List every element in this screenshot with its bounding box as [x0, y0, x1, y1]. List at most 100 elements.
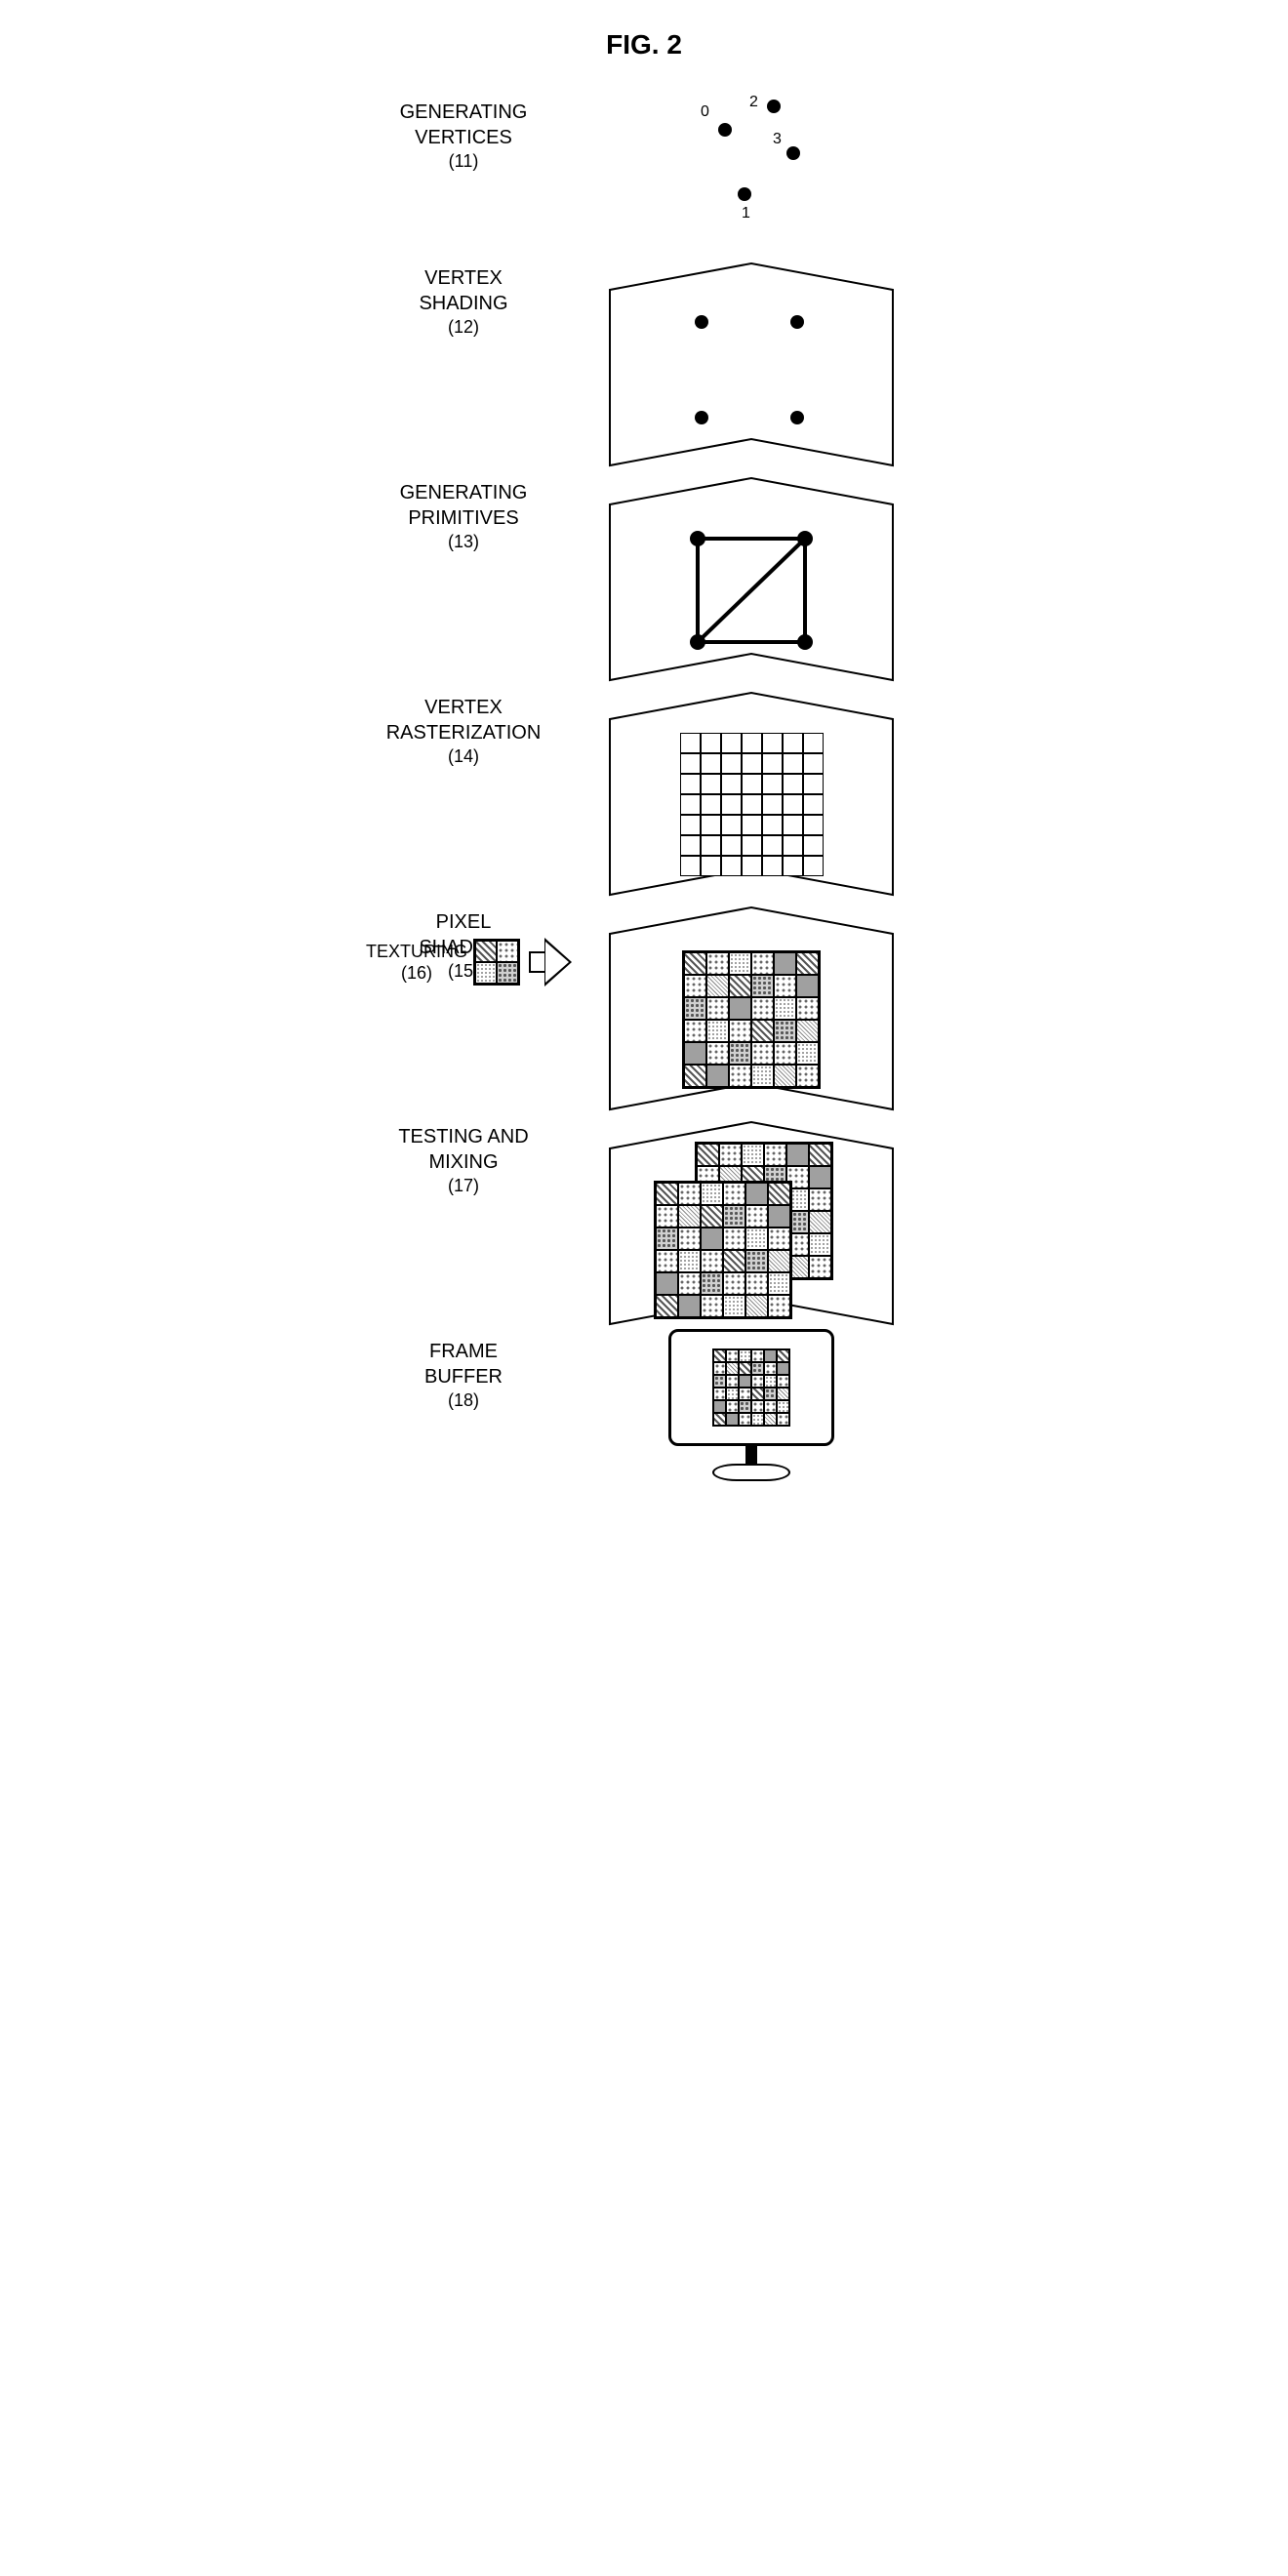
grid-cell [701, 835, 721, 856]
shaded-vertices [673, 298, 829, 454]
grid-cell [786, 1144, 809, 1166]
grid-cell [751, 1042, 774, 1065]
grid-cell [684, 1020, 706, 1042]
grid-cell [751, 1020, 774, 1042]
monitor-stand [745, 1446, 757, 1464]
grid-cell [764, 1375, 777, 1388]
raster-grid [680, 733, 824, 876]
grid-cell [768, 1183, 790, 1205]
grid-cell [803, 856, 824, 876]
grid-cell [723, 1295, 745, 1317]
vertex-label-2: 2 [749, 94, 758, 111]
grid-cell [774, 1065, 796, 1087]
grid-cell [809, 1188, 831, 1211]
grid-cell [723, 1183, 745, 1205]
grid-cell [745, 1272, 768, 1295]
grid-cell [762, 753, 783, 774]
grid-cell [742, 815, 762, 835]
grid-cell [729, 1020, 751, 1042]
grid-cell [729, 997, 751, 1020]
grid-cell [764, 1413, 777, 1426]
grid-cell [745, 1228, 768, 1250]
grid-cell [783, 753, 803, 774]
chevron-box: TEXTURING (16) [600, 900, 903, 1114]
grid-cell [768, 1295, 790, 1317]
grid-cell [656, 1228, 678, 1250]
grid-cell [721, 733, 742, 753]
label-line2: BUFFER [342, 1364, 585, 1389]
grid-cell [701, 1295, 723, 1317]
grid-cell [701, 1228, 723, 1250]
vertices-cluster: 0 1 2 3 [683, 90, 820, 226]
grid-cell [751, 952, 774, 975]
grid-cell [706, 1042, 729, 1065]
vertex-dot-0 [718, 123, 732, 137]
grid-cell [701, 794, 721, 815]
grid-cell [701, 774, 721, 794]
grid-cell [783, 774, 803, 794]
grid-cell [697, 1144, 719, 1166]
grid-cell [751, 975, 774, 997]
chevron-box [600, 1114, 903, 1329]
grid-cell [723, 1272, 745, 1295]
grid-cell [713, 1413, 726, 1426]
grid-cell [701, 1250, 723, 1272]
label-num: (12) [342, 316, 585, 339]
grid-cell [768, 1272, 790, 1295]
grid-cell [796, 952, 819, 975]
grid-cell [678, 1183, 701, 1205]
label-line1: FRAME [342, 1339, 585, 1364]
grid-cell [809, 1144, 831, 1166]
screen [668, 1329, 834, 1446]
grid-cell [701, 753, 721, 774]
grid-cell [721, 794, 742, 815]
grid-cell [713, 1349, 726, 1362]
stage-label: GENERATING VERTICES (11) [342, 90, 585, 173]
grid-cell [701, 1205, 723, 1228]
grid-cell [706, 952, 729, 975]
chevron-box [600, 685, 903, 900]
grid-cell [745, 1183, 768, 1205]
stage-label: VERTEX RASTERIZATION (14) [342, 685, 585, 768]
visual [585, 1114, 917, 1329]
grid-cell [764, 1349, 777, 1362]
grid-cell [764, 1144, 786, 1166]
grid-cell [497, 941, 518, 962]
grid-cell [656, 1295, 678, 1317]
grid-cell [783, 815, 803, 835]
grid-cell [751, 1413, 764, 1426]
grid-cell [762, 815, 783, 835]
grid-cell [678, 1228, 701, 1250]
visual [585, 470, 917, 685]
grid-cell [706, 1020, 729, 1042]
vertex-label-3: 3 [773, 131, 782, 148]
grid-cell [680, 733, 701, 753]
visual [585, 256, 917, 470]
grid-cell [656, 1183, 678, 1205]
stage-testing-mixing: TESTING AND MIXING (17) [342, 1114, 946, 1329]
grid-cell [783, 835, 803, 856]
visual [585, 1329, 917, 1524]
grid-cell [680, 835, 701, 856]
chevron-box [600, 256, 903, 470]
stage-vertex-rasterization: VERTEX RASTERIZATION (14) [342, 685, 946, 900]
label-line1: TEXTURING [366, 941, 467, 963]
monitor-base [712, 1464, 790, 1481]
grid-cell [729, 1065, 751, 1087]
label-num: (17) [342, 1175, 585, 1197]
dot [790, 411, 804, 424]
figure-title: FIG. 2 [29, 29, 1259, 60]
label-num: (16) [366, 962, 467, 985]
label-line2: MIXING [342, 1149, 585, 1175]
grid-cell [739, 1375, 751, 1388]
shaded-grid [682, 950, 821, 1089]
grid-cell [764, 1362, 777, 1375]
dot [695, 315, 708, 329]
grid-cell [809, 1166, 831, 1188]
grid-cell [475, 962, 497, 984]
grid-cell [706, 1065, 729, 1087]
label-num: (11) [342, 150, 585, 173]
grid-cell [751, 1400, 764, 1413]
grid-cell [762, 794, 783, 815]
label-line1: VERTEX [342, 695, 585, 720]
